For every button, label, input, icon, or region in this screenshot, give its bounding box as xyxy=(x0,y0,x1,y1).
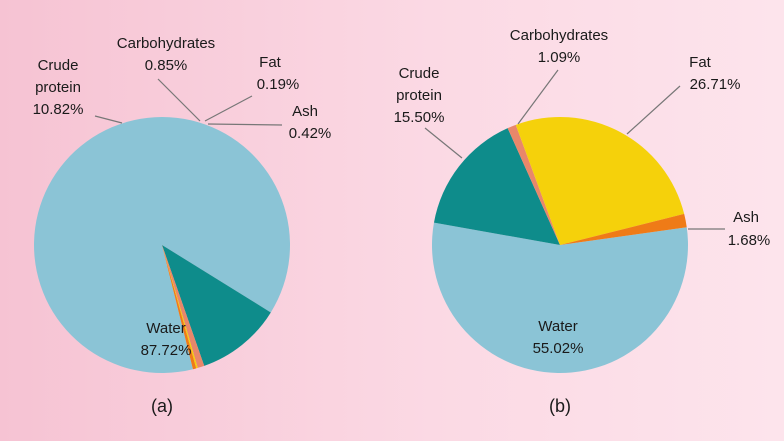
label-crude-protein-line2-b: protein xyxy=(396,87,442,104)
pie-chart-a: Water 87.72% Crude protein 10.82% Carboh… xyxy=(33,35,332,416)
label-ash-name-a: Ash xyxy=(292,103,318,120)
slice-fat-a xyxy=(162,245,198,369)
pie-a-labels: Water 87.72% Crude protein 10.82% Carboh… xyxy=(33,35,332,416)
label-carbohydrates-name-b: Carbohydrates xyxy=(510,27,608,44)
slice-fat-b xyxy=(515,117,685,245)
leader-carbohydrates-b xyxy=(517,69,559,125)
leader-ash-a xyxy=(207,123,283,126)
pie-b-labels: Water 55.02% Crude protein 15.50% Carboh… xyxy=(394,27,771,416)
pie-a-leaders xyxy=(94,78,283,126)
label-water-name-b: Water xyxy=(538,318,577,335)
label-crude-protein-line1-b: Crude xyxy=(399,65,440,82)
label-fat-name-b: Fat xyxy=(689,54,712,71)
slice-carbohydrates-b xyxy=(507,124,560,245)
label-ash-name-b: Ash xyxy=(733,209,759,226)
leader-fat-b xyxy=(626,85,681,135)
pie-b-slices xyxy=(431,117,688,374)
label-water-value-a: 87.72% xyxy=(141,342,192,359)
pie-b-leaders xyxy=(424,69,725,230)
label-water-value-b: 55.02% xyxy=(533,340,584,357)
slice-water-b xyxy=(431,222,688,374)
leader-crude-protein-a xyxy=(94,115,123,124)
slice-crude-protein-b xyxy=(433,128,560,245)
pie-a-slices xyxy=(34,117,291,374)
label-crude-protein-value-a: 10.82% xyxy=(33,101,84,118)
slice-crude-protein-a xyxy=(162,245,271,366)
label-carbohydrates-value-b: 1.09% xyxy=(538,49,581,66)
slice-ash-a xyxy=(162,245,197,370)
leader-crude-protein-b xyxy=(424,127,463,159)
label-fat-value-b: 26.71% xyxy=(690,76,741,93)
leader-fat-a xyxy=(204,95,253,122)
label-carbohydrates-value-a: 0.85% xyxy=(145,57,188,74)
label-water-name-a: Water xyxy=(146,320,185,337)
panel-label-a: (a) xyxy=(151,396,173,416)
pie-chart-b: Water 55.02% Crude protein 15.50% Carboh… xyxy=(394,27,771,416)
panel-label-b: (b) xyxy=(549,396,571,416)
label-ash-value-b: 1.68% xyxy=(728,232,771,249)
slice-water-a xyxy=(34,117,291,374)
label-carbohydrates-name-a: Carbohydrates xyxy=(117,35,215,52)
label-crude-protein-line1-a: Crude xyxy=(38,57,79,74)
label-fat-name-a: Fat xyxy=(259,54,282,71)
label-crude-protein-line2-a: protein xyxy=(35,79,81,96)
label-ash-value-a: 0.42% xyxy=(289,125,332,142)
label-crude-protein-value-b: 15.50% xyxy=(394,109,445,126)
slice-ash-b xyxy=(560,213,687,245)
leader-carbohydrates-a xyxy=(157,78,201,122)
slice-carbohydrates-a xyxy=(162,245,205,368)
label-fat-value-a: 0.19% xyxy=(257,76,300,93)
